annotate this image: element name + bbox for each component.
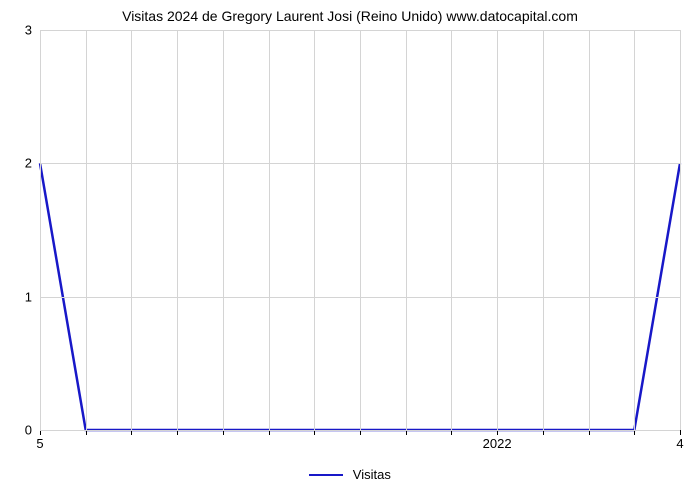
- y-tick-label: 3: [25, 23, 32, 38]
- grid-line-vertical: [451, 30, 452, 430]
- grid-line-vertical: [314, 30, 315, 430]
- legend: Visitas: [0, 466, 700, 482]
- grid-line-vertical: [223, 30, 224, 430]
- grid-line-vertical: [40, 30, 41, 430]
- grid-line-horizontal: [40, 163, 680, 164]
- legend-swatch: [309, 474, 343, 476]
- grid-line-vertical: [406, 30, 407, 430]
- y-tick-label: 2: [25, 156, 32, 171]
- grid-line-vertical: [543, 30, 544, 430]
- grid-line-horizontal: [40, 430, 680, 431]
- grid-line-vertical: [360, 30, 361, 430]
- grid-line-vertical: [269, 30, 270, 430]
- grid-line-vertical: [589, 30, 590, 430]
- chart-container: Visitas 2024 de Gregory Laurent Josi (Re…: [0, 0, 700, 500]
- grid-line-vertical: [497, 30, 498, 430]
- legend-label: Visitas: [353, 467, 391, 482]
- grid-line-horizontal: [40, 297, 680, 298]
- grid-line-vertical: [177, 30, 178, 430]
- grid-line-vertical: [680, 30, 681, 430]
- grid-line-vertical: [131, 30, 132, 430]
- chart-title: Visitas 2024 de Gregory Laurent Josi (Re…: [0, 8, 700, 24]
- y-tick-label: 0: [25, 423, 32, 438]
- x-tick-label: 4: [676, 436, 683, 451]
- x-tick-mark: [680, 430, 681, 435]
- plot-area: 0123520224: [40, 30, 680, 430]
- grid-line-vertical: [86, 30, 87, 430]
- x-tick-label: 5: [36, 436, 43, 451]
- y-tick-label: 1: [25, 289, 32, 304]
- x-tick-label: 2022: [483, 436, 512, 451]
- grid-line-vertical: [634, 30, 635, 430]
- grid-line-horizontal: [40, 30, 680, 31]
